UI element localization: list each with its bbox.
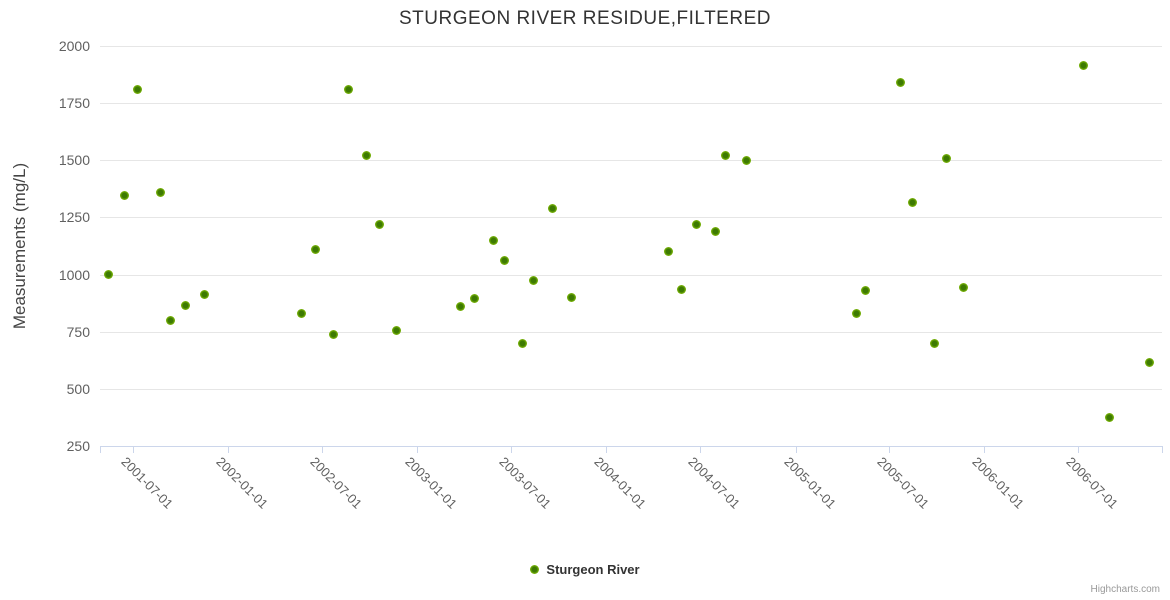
x-axis-tick-label: 2002-07-01: [307, 454, 366, 512]
y-axis-title: Measurements (mg/L): [10, 162, 29, 330]
x-axis-tick: [510, 447, 512, 453]
data-point[interactable]: [119, 191, 129, 201]
x-axis-tick-label: 2006-07-01: [1063, 454, 1122, 512]
data-point[interactable]: [361, 151, 371, 161]
data-point[interactable]: [742, 155, 752, 165]
y-axis-tick-label: 750: [66, 323, 90, 340]
data-point[interactable]: [455, 302, 465, 312]
data-point[interactable]: [710, 226, 720, 236]
data-point[interactable]: [133, 84, 143, 94]
x-axis-tick-label: 2002-01-01: [213, 454, 272, 512]
data-point[interactable]: [1079, 60, 1089, 70]
x-axis-tick-label: 2006-01-01: [969, 454, 1028, 512]
x-axis-tick-label: 2004-07-01: [685, 454, 744, 512]
data-point[interactable]: [692, 219, 702, 229]
data-point[interactable]: [929, 338, 939, 348]
y-axis-tick-label: 250: [66, 438, 90, 454]
data-point[interactable]: [166, 315, 176, 325]
x-axis-tick: [1078, 447, 1080, 453]
data-point[interactable]: [547, 203, 557, 213]
x-axis-tick-label: 2001-07-01: [118, 454, 177, 512]
data-point[interactable]: [677, 284, 687, 294]
y-axis-tick-label: 1250: [58, 209, 90, 226]
data-point[interactable]: [566, 292, 576, 302]
x-axis-tick: [606, 447, 608, 453]
x-axis-tick-label: 2004-01-01: [591, 454, 650, 512]
data-point[interactable]: [852, 308, 862, 318]
data-point[interactable]: [1104, 412, 1114, 422]
x-axis-tick-label: 2005-01-01: [780, 454, 839, 512]
data-point[interactable]: [104, 270, 114, 280]
data-point[interactable]: [375, 219, 385, 229]
data-point[interactable]: [721, 151, 731, 161]
y-gridline: [100, 331, 1162, 333]
legend[interactable]: Sturgeon River: [0, 562, 1170, 577]
data-point[interactable]: [517, 338, 527, 348]
x-axis-line: [100, 446, 1163, 447]
y-gridline: [100, 217, 1162, 219]
data-point[interactable]: [1144, 358, 1154, 368]
y-axis-tick-label: 1500: [58, 152, 90, 169]
data-point[interactable]: [908, 198, 918, 208]
x-axis-tick: [133, 447, 135, 453]
y-axis-tick-label: 2000: [58, 38, 90, 54]
data-point[interactable]: [344, 84, 354, 94]
data-point[interactable]: [181, 300, 191, 310]
y-axis-tick-label: 1750: [58, 95, 90, 112]
x-axis-tick: [228, 447, 230, 453]
x-axis-tick: [700, 447, 702, 453]
y-gridline: [100, 46, 1162, 47]
x-axis-tick-label: 2003-07-01: [496, 454, 554, 512]
x-axis-tick: [889, 447, 891, 453]
data-point[interactable]: [529, 275, 539, 285]
x-axis-tick-label: 2003-01-01: [402, 454, 461, 512]
y-gridline: [100, 160, 1162, 162]
data-point[interactable]: [959, 282, 969, 292]
data-point[interactable]: [310, 244, 320, 254]
data-point[interactable]: [941, 153, 951, 163]
y-gridline: [100, 274, 1162, 276]
x-axis-edge-tick: [1162, 447, 1163, 453]
data-point[interactable]: [499, 256, 509, 266]
data-point[interactable]: [296, 308, 306, 318]
data-point[interactable]: [470, 294, 480, 304]
x-axis-tick: [417, 447, 419, 453]
data-point[interactable]: [329, 329, 339, 339]
credits-link[interactable]: Highcharts.com: [1090, 584, 1160, 595]
x-axis-tick: [795, 447, 797, 453]
data-point[interactable]: [392, 326, 402, 336]
y-axis-tick-label: 1000: [58, 266, 90, 283]
data-point[interactable]: [488, 235, 498, 245]
data-point[interactable]: [156, 187, 166, 197]
y-gridline: [100, 103, 1162, 105]
x-axis-edge-tick: [100, 447, 101, 453]
x-axis-tick: [984, 447, 986, 453]
legend-marker-icon: [530, 565, 540, 574]
chart-title: STURGEON RIVER RESIDUE,FILTERED: [399, 8, 771, 29]
y-axis-tick-label: 500: [66, 380, 90, 397]
data-point[interactable]: [199, 289, 209, 299]
data-point[interactable]: [664, 247, 674, 257]
data-point[interactable]: [861, 286, 871, 296]
x-axis-tick-label: 2005-07-01: [874, 454, 933, 512]
y-gridline: [100, 388, 1162, 390]
x-axis-tick: [322, 447, 324, 453]
data-point[interactable]: [895, 78, 905, 88]
legend-series-label[interactable]: Sturgeon River: [546, 562, 640, 577]
